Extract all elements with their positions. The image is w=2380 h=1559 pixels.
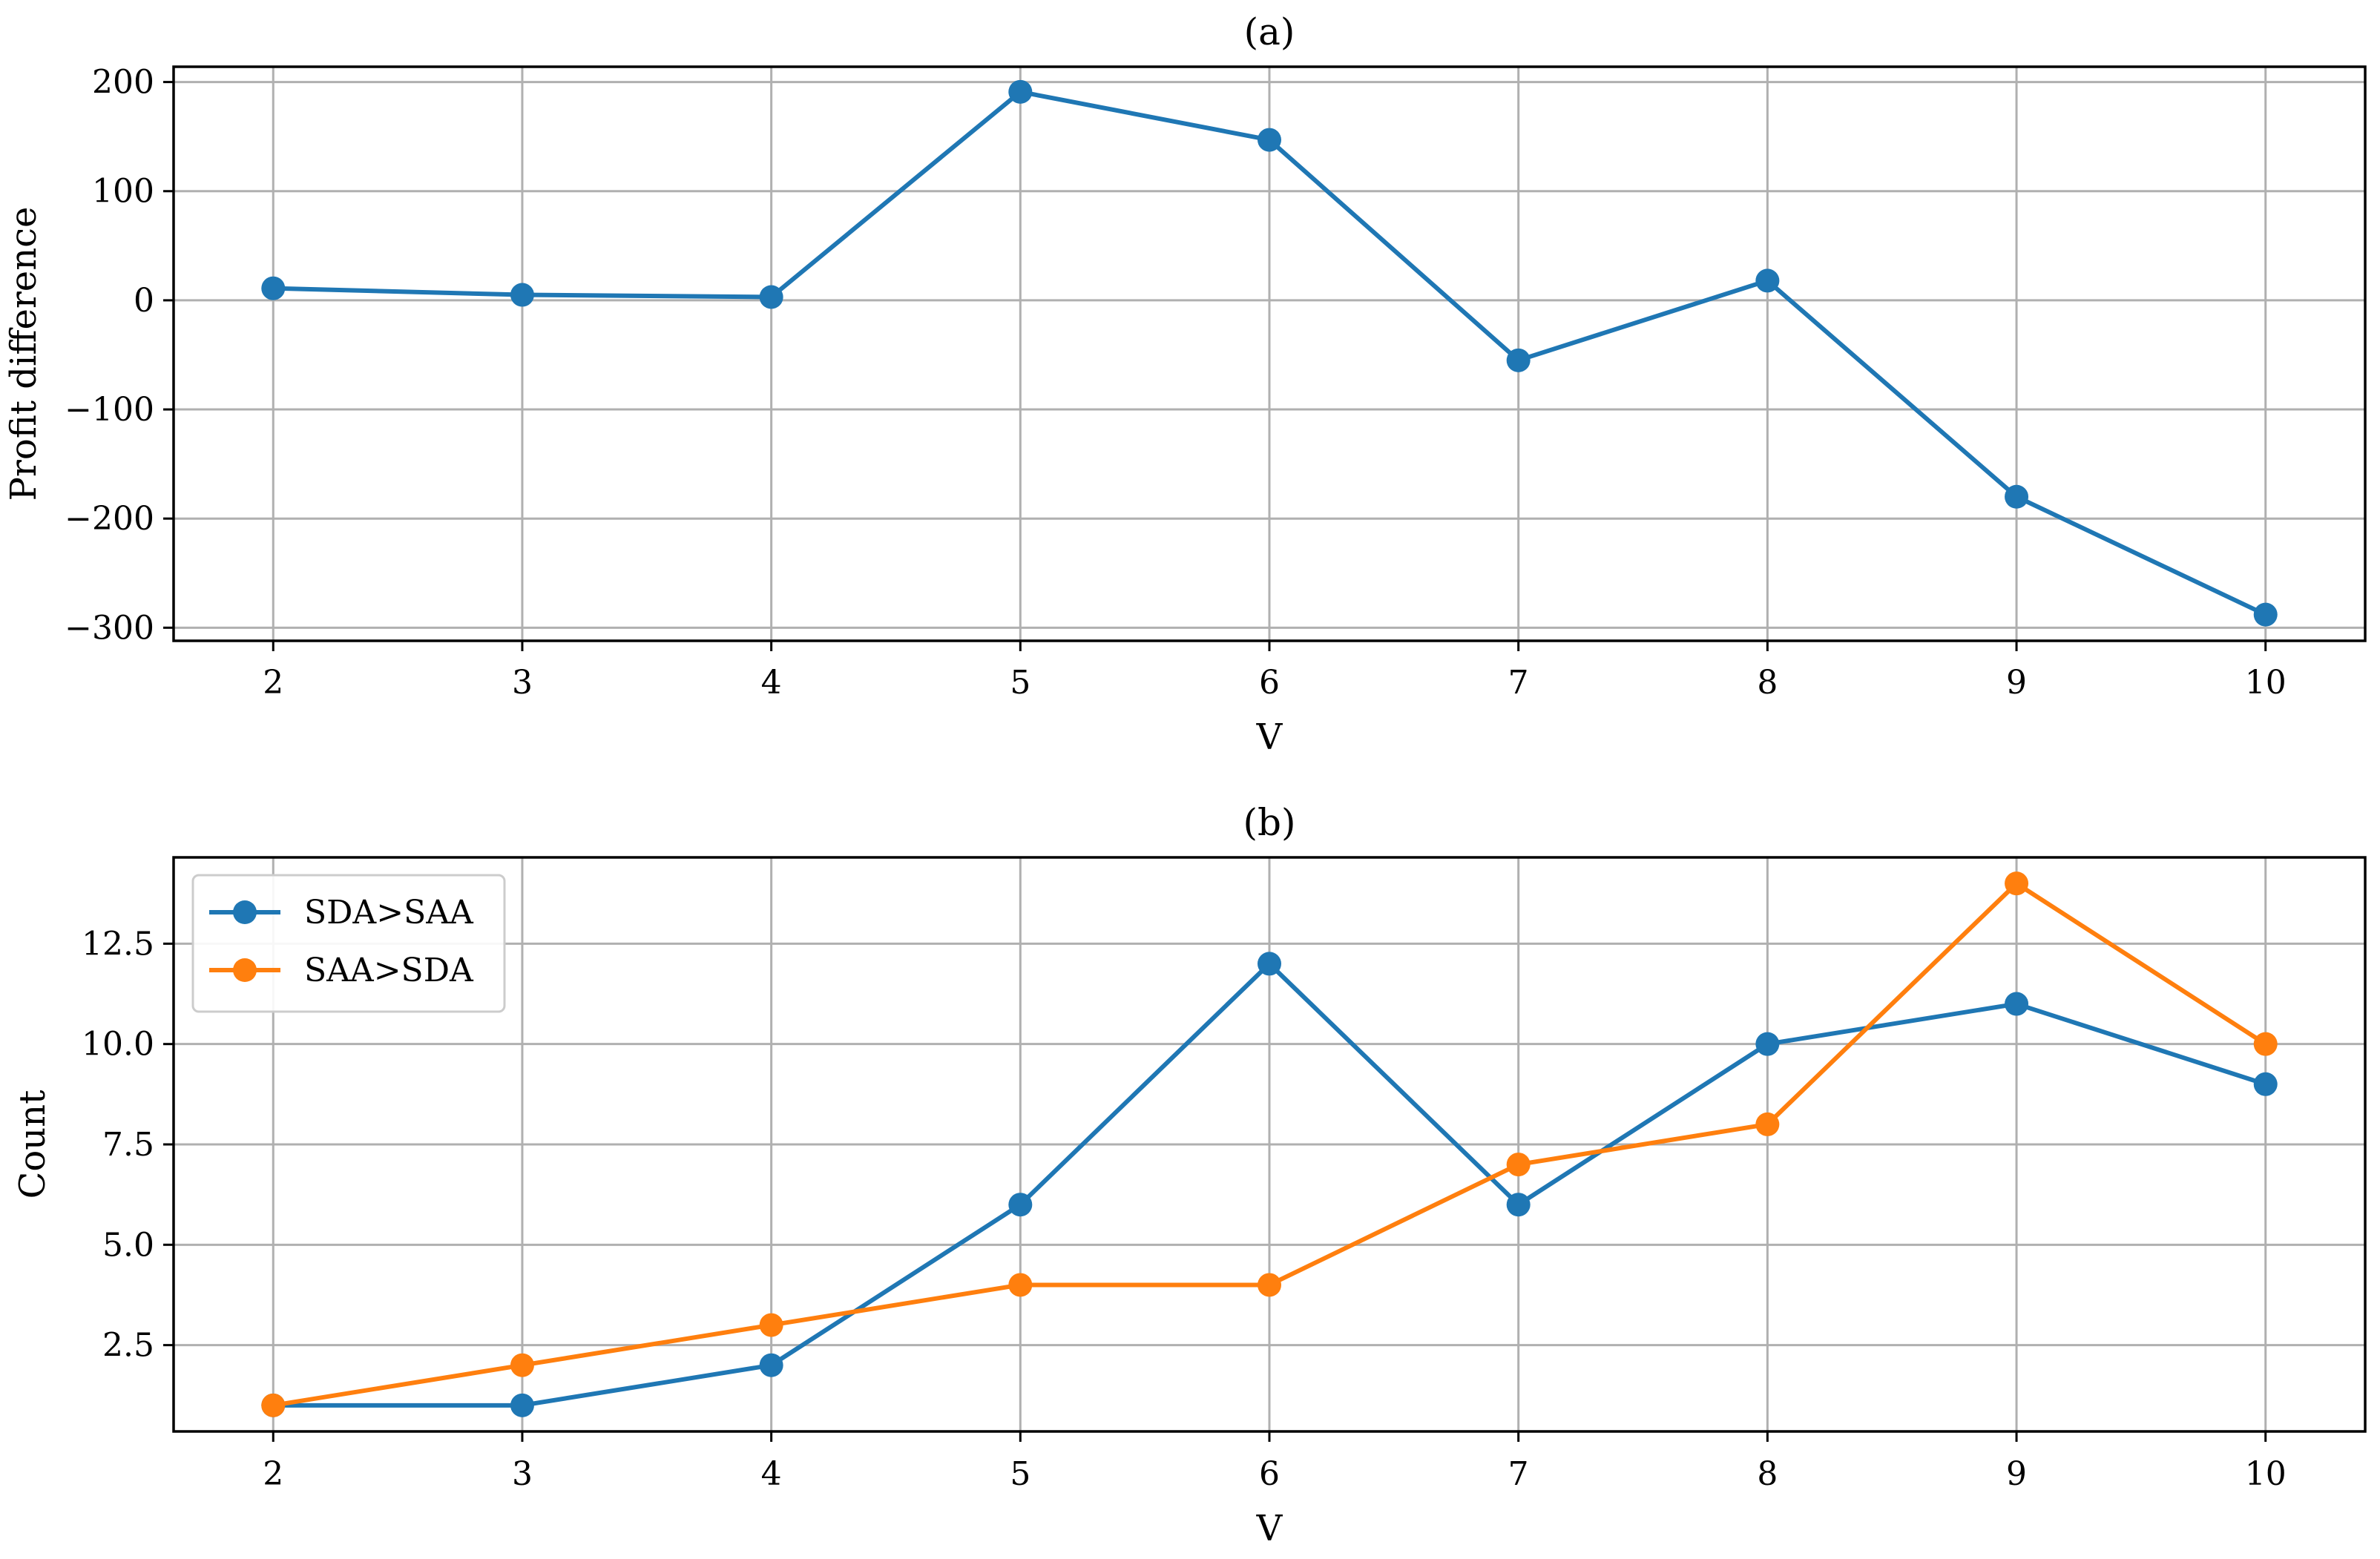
x-tick-label: 3 (512, 664, 533, 702)
x-tick-label: 4 (761, 1455, 782, 1493)
data-point (1755, 1032, 1780, 1056)
data-point (510, 1353, 534, 1377)
x-tick-label: 6 (1259, 1455, 1280, 1493)
x-tick-label: 6 (1259, 664, 1280, 702)
y-axis-label: Count (12, 1090, 53, 1199)
data-point (2253, 1072, 2278, 1096)
x-tick-label: 4 (761, 664, 782, 702)
data-point (510, 1393, 534, 1417)
data-point (2253, 602, 2278, 627)
y-tick-label: −300 (65, 609, 154, 647)
x-tick-label: 5 (1010, 1455, 1030, 1493)
data-point (1506, 1193, 1531, 1217)
data-point (261, 1393, 286, 1417)
x-axis-label: V (1256, 1508, 1283, 1549)
x-tick-label: 10 (2245, 664, 2287, 702)
data-point (1258, 1273, 1281, 1297)
y-tick-label: 200 (92, 64, 154, 102)
legend-label: SAA>SDA (304, 952, 474, 989)
data-point (1755, 1112, 1780, 1136)
x-tick-label: 2 (263, 1455, 283, 1493)
y-tick-label: 12.5 (82, 925, 154, 963)
data-point (2253, 1032, 2278, 1056)
data-point (1258, 128, 1281, 152)
data-point (261, 276, 286, 300)
legend-swatch-marker (233, 900, 257, 924)
data-point (759, 1353, 783, 1377)
x-axis-label: V (1256, 716, 1283, 758)
data-point (1008, 79, 1033, 104)
y-tick-label: 100 (92, 173, 154, 211)
data-point (759, 285, 783, 309)
axes-frame (172, 856, 2367, 1433)
legend-box (191, 874, 506, 1013)
x-tick-label: 8 (1757, 664, 1778, 702)
chart-title: (b) (1243, 801, 1295, 844)
data-point (2005, 484, 2029, 509)
data-point (1506, 348, 1531, 372)
data-point (1008, 1273, 1033, 1297)
y-tick-label: −200 (65, 500, 154, 538)
x-tick-label: 5 (1010, 664, 1030, 702)
panel-b: 2 3 4 5 6 7 8 9 10 12.5 10.0 7.5 5.0 2.5 (b) V Count SDA>… (12, 801, 2367, 1549)
x-tick-label: 9 (2006, 664, 2027, 702)
data-point (2005, 871, 2029, 896)
x-tick-label: 2 (263, 664, 283, 702)
x-tick-label: 10 (2245, 1455, 2287, 1493)
legend-label: SDA>SAA (304, 894, 474, 932)
y-axis-label: Profit difference (3, 207, 45, 501)
data-point (510, 283, 534, 307)
x-tick-label: 7 (1508, 1455, 1529, 1493)
x-tick-label: 9 (2006, 1455, 2027, 1493)
data-point (1258, 952, 1281, 976)
y-tick-label: −100 (65, 391, 154, 429)
y-tick-label: 2.5 (102, 1327, 154, 1365)
chart-title: (a) (1244, 10, 1295, 53)
legend-swatch-marker (233, 958, 257, 982)
data-point (1008, 1193, 1033, 1217)
data-point (2005, 992, 2029, 1016)
x-tick-label: 3 (512, 1455, 533, 1493)
x-tick-label: 7 (1508, 664, 1529, 702)
data-point (1506, 1153, 1531, 1177)
y-tick-label: 10.0 (82, 1026, 154, 1064)
legend: SDA>SAA SAA>SDA (191, 874, 506, 1013)
data-point (759, 1313, 783, 1337)
y-tick-label: 0 (134, 282, 154, 320)
axes-frame (172, 65, 2367, 642)
data-point (1755, 268, 1780, 293)
y-tick-label: 7.5 (102, 1126, 154, 1164)
y-tick-label: 5.0 (102, 1226, 154, 1264)
x-tick-label: 8 (1757, 1455, 1778, 1493)
panel-a: 2 3 4 5 6 7 8 9 10 200 100 0 −100 −200 −300 (a) V Profit … (3, 10, 2367, 758)
